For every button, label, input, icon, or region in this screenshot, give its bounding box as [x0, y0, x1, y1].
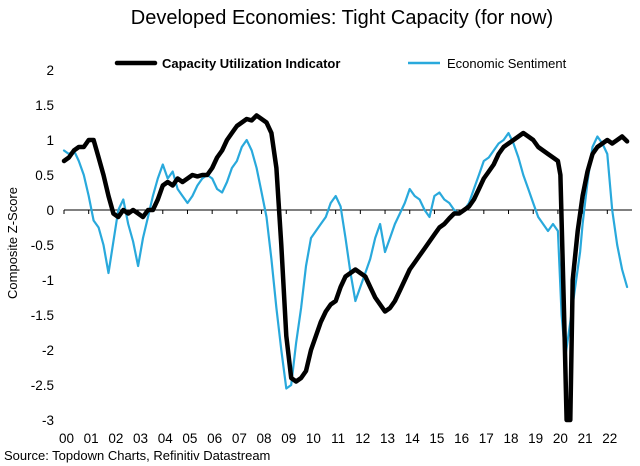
- x-tick-label: 14: [405, 431, 421, 446]
- x-tick-label: 05: [182, 431, 197, 446]
- x-tick-label: 09: [281, 431, 296, 446]
- legend-label-capacity: Capacity Utilization Indicator: [162, 56, 340, 71]
- x-tick-label: 22: [602, 431, 617, 446]
- x-tick-label: 07: [232, 431, 247, 446]
- x-tick-label: 11: [331, 431, 345, 446]
- x-tick-label: 21: [578, 431, 593, 446]
- y-tick-label: 1: [46, 133, 54, 148]
- x-tick-label: 19: [528, 431, 543, 446]
- y-tick-label: -1.5: [31, 308, 54, 323]
- series-line-economic-sentiment: [62, 131, 629, 390]
- y-axis-label: Composite Z-Score: [5, 187, 20, 299]
- x-tick-label: 08: [257, 431, 272, 446]
- x-axis: 00 01 02 03 04 05 06 07 08 09 10 11 12 13 14 15 16 17 18 19…: [59, 209, 632, 446]
- x-tick-label: 16: [454, 431, 469, 446]
- y-axis-ticks: 2 1.5 1 0.5 0 -0.5 -1 -1.5 -2 -2.5 -3: [31, 63, 54, 428]
- chart-title: Developed Economies: Tight Capacity (for…: [131, 7, 553, 29]
- x-tick-label: 13: [380, 431, 395, 446]
- y-tick-label: -3: [42, 413, 54, 428]
- x-tick-label: 06: [207, 431, 222, 446]
- y-tick-label: -2.5: [31, 378, 54, 393]
- y-tick-label: -0.5: [31, 238, 54, 253]
- legend-label-sentiment: Economic Sentiment: [447, 56, 567, 71]
- y-tick-label: 0: [46, 203, 54, 218]
- x-tick-label: 18: [503, 431, 518, 446]
- series-line-capacity-utilization: [61, 113, 630, 423]
- x-tick-label: 20: [553, 431, 568, 446]
- y-tick-label: -1: [42, 273, 54, 288]
- x-tick-label: 01: [84, 431, 99, 446]
- x-tick-label: 04: [158, 431, 174, 446]
- y-tick-label: 0.5: [35, 168, 54, 183]
- x-tick-label: 12: [355, 431, 370, 446]
- x-tick-label: 15: [429, 431, 444, 446]
- x-tick-label: 17: [479, 431, 494, 446]
- x-tick-label: 02: [108, 431, 123, 446]
- x-tick-label: 10: [306, 431, 321, 446]
- y-tick-label: -2: [42, 343, 54, 358]
- x-tick-label: 00: [59, 431, 74, 446]
- x-tick-label: 03: [133, 431, 148, 446]
- source-note: Source: Topdown Charts, Refinitiv Datast…: [4, 448, 270, 463]
- y-tick-label: 1.5: [35, 98, 54, 113]
- series-lines: [61, 113, 630, 423]
- y-tick-label: 2: [46, 63, 54, 78]
- legend: Capacity Utilization Indicator Economic …: [114, 56, 567, 71]
